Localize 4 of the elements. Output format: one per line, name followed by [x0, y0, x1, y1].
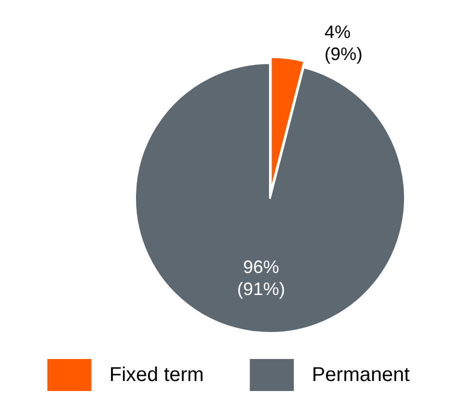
legend-label: Fixed term [109, 364, 204, 386]
data-label: 96% (91%) [237, 256, 286, 299]
data-label: 4% (9%) [324, 22, 363, 64]
legend-label: Permanent [312, 364, 410, 386]
